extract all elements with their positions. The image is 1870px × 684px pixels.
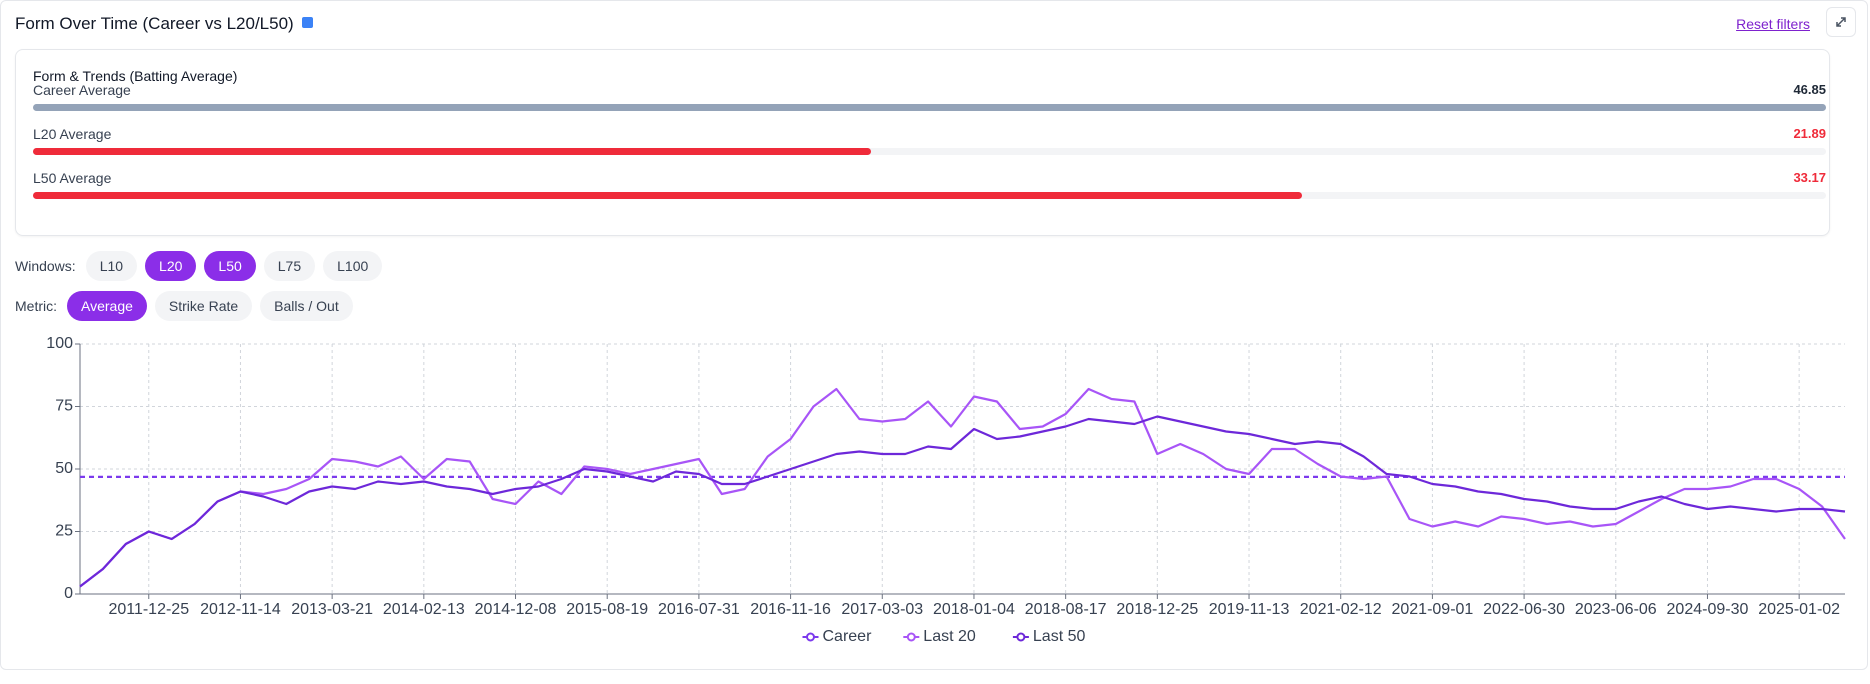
option-pill[interactable]: L100 — [323, 251, 383, 281]
option-pill[interactable]: L50 — [204, 251, 256, 281]
summary-row: L50 Average 33.17 — [33, 170, 1826, 200]
series-line — [79, 415, 1846, 588]
bar-track — [33, 148, 1826, 155]
row-value: 33.17 — [1793, 170, 1826, 185]
x-tick-label: 2016-07-31 — [658, 601, 740, 618]
option-pill[interactable]: Strike Rate — [154, 291, 253, 321]
legend-label: Last 20 — [923, 628, 976, 645]
bar-track — [33, 192, 1826, 199]
bar-track — [33, 104, 1826, 111]
x-tick-label: 2015-08-19 — [566, 601, 648, 618]
summary-row: L20 Average 21.89 — [33, 126, 1826, 156]
legend-marker — [906, 632, 916, 642]
row-value: 21.89 — [1793, 126, 1826, 141]
row-value: 46.85 — [1793, 82, 1826, 97]
row-label: L50 Average — [33, 170, 112, 186]
option-pill[interactable]: L20 — [145, 251, 197, 281]
series-line — [79, 387, 1846, 588]
option-pill[interactable]: L75 — [263, 251, 316, 281]
option-pill[interactable]: L10 — [85, 251, 138, 281]
summary-card: Form & Trends (Batting Average) Career A… — [15, 49, 1830, 236]
metric-row: Metric: Average Strike Rate Balls / Out — [15, 291, 353, 321]
y-tick-label: 0 — [64, 585, 73, 602]
x-tick-label: 2018-01-04 — [933, 601, 1015, 618]
x-tick-label: 2017-03-03 — [841, 601, 923, 618]
expand-icon — [1836, 17, 1846, 27]
windows-row: Windows: L10 L20 L50 L75 L100 — [15, 251, 383, 281]
x-tick-label: 2018-12-25 — [1116, 601, 1198, 618]
info-icon[interactable] — [301, 17, 313, 28]
title-text: Form Over Time (Career vs L20/L50) — [15, 14, 294, 33]
x-tick-label: 2019-11-13 — [1209, 601, 1290, 618]
panel-title: Form Over Time (Career vs L20/L50) — [15, 14, 313, 34]
summary-row: Career Average 46.85 — [33, 82, 1826, 112]
x-tick-label: 2012-11-14 — [200, 601, 281, 618]
y-tick-label: 100 — [46, 335, 73, 352]
x-tick-label: 2016-11-16 — [750, 601, 831, 618]
x-tick-label: 2018-08-17 — [1025, 601, 1107, 618]
option-label: Metric: — [15, 298, 57, 314]
x-tick-label: 2023-06-06 — [1575, 601, 1657, 618]
legend-marker — [1016, 632, 1026, 642]
x-tick-label: 2022-06-30 — [1483, 601, 1565, 618]
x-tick-label: 2013-03-21 — [291, 601, 373, 618]
y-tick-label: 75 — [55, 398, 73, 415]
legend-label: Career — [823, 628, 873, 645]
y-tick-label: 25 — [55, 523, 73, 540]
x-tick-label: 2021-09-01 — [1391, 601, 1473, 618]
legend-label: Last 50 — [1033, 628, 1086, 645]
option-pill[interactable]: Average — [67, 291, 147, 321]
legend-marker — [806, 632, 815, 642]
x-tick-label: 2011-12-25 — [108, 601, 189, 618]
bar-fill — [33, 104, 1826, 111]
x-tick-label: 2021-02-12 — [1300, 601, 1382, 618]
y-tick-label: 50 — [55, 460, 73, 477]
x-tick-label: 2014-02-13 — [383, 601, 465, 618]
panel — [0, 0, 1868, 670]
reset-filters[interactable]: Reset filters — [1736, 16, 1810, 32]
row-label: Career Average — [33, 82, 131, 98]
option-pill[interactable]: Balls / Out — [260, 291, 353, 321]
chart: 0 25 50 75 100 2011-12-25 2012-11-14 2013-03-21… — [46, 335, 1846, 645]
row-label: L20 Average — [33, 126, 112, 142]
x-tick-label: 2025-01-02 — [1758, 601, 1840, 618]
x-tick-label: 2024-09-30 — [1667, 601, 1749, 618]
bar-fill — [33, 148, 871, 155]
option-label: Windows: — [15, 258, 76, 274]
bar-fill — [33, 192, 1303, 199]
x-tick-label: 2014-12-08 — [475, 601, 557, 618]
expand-button[interactable] — [1826, 7, 1856, 37]
card-title: Form & Trends (Batting Average) — [33, 68, 238, 84]
